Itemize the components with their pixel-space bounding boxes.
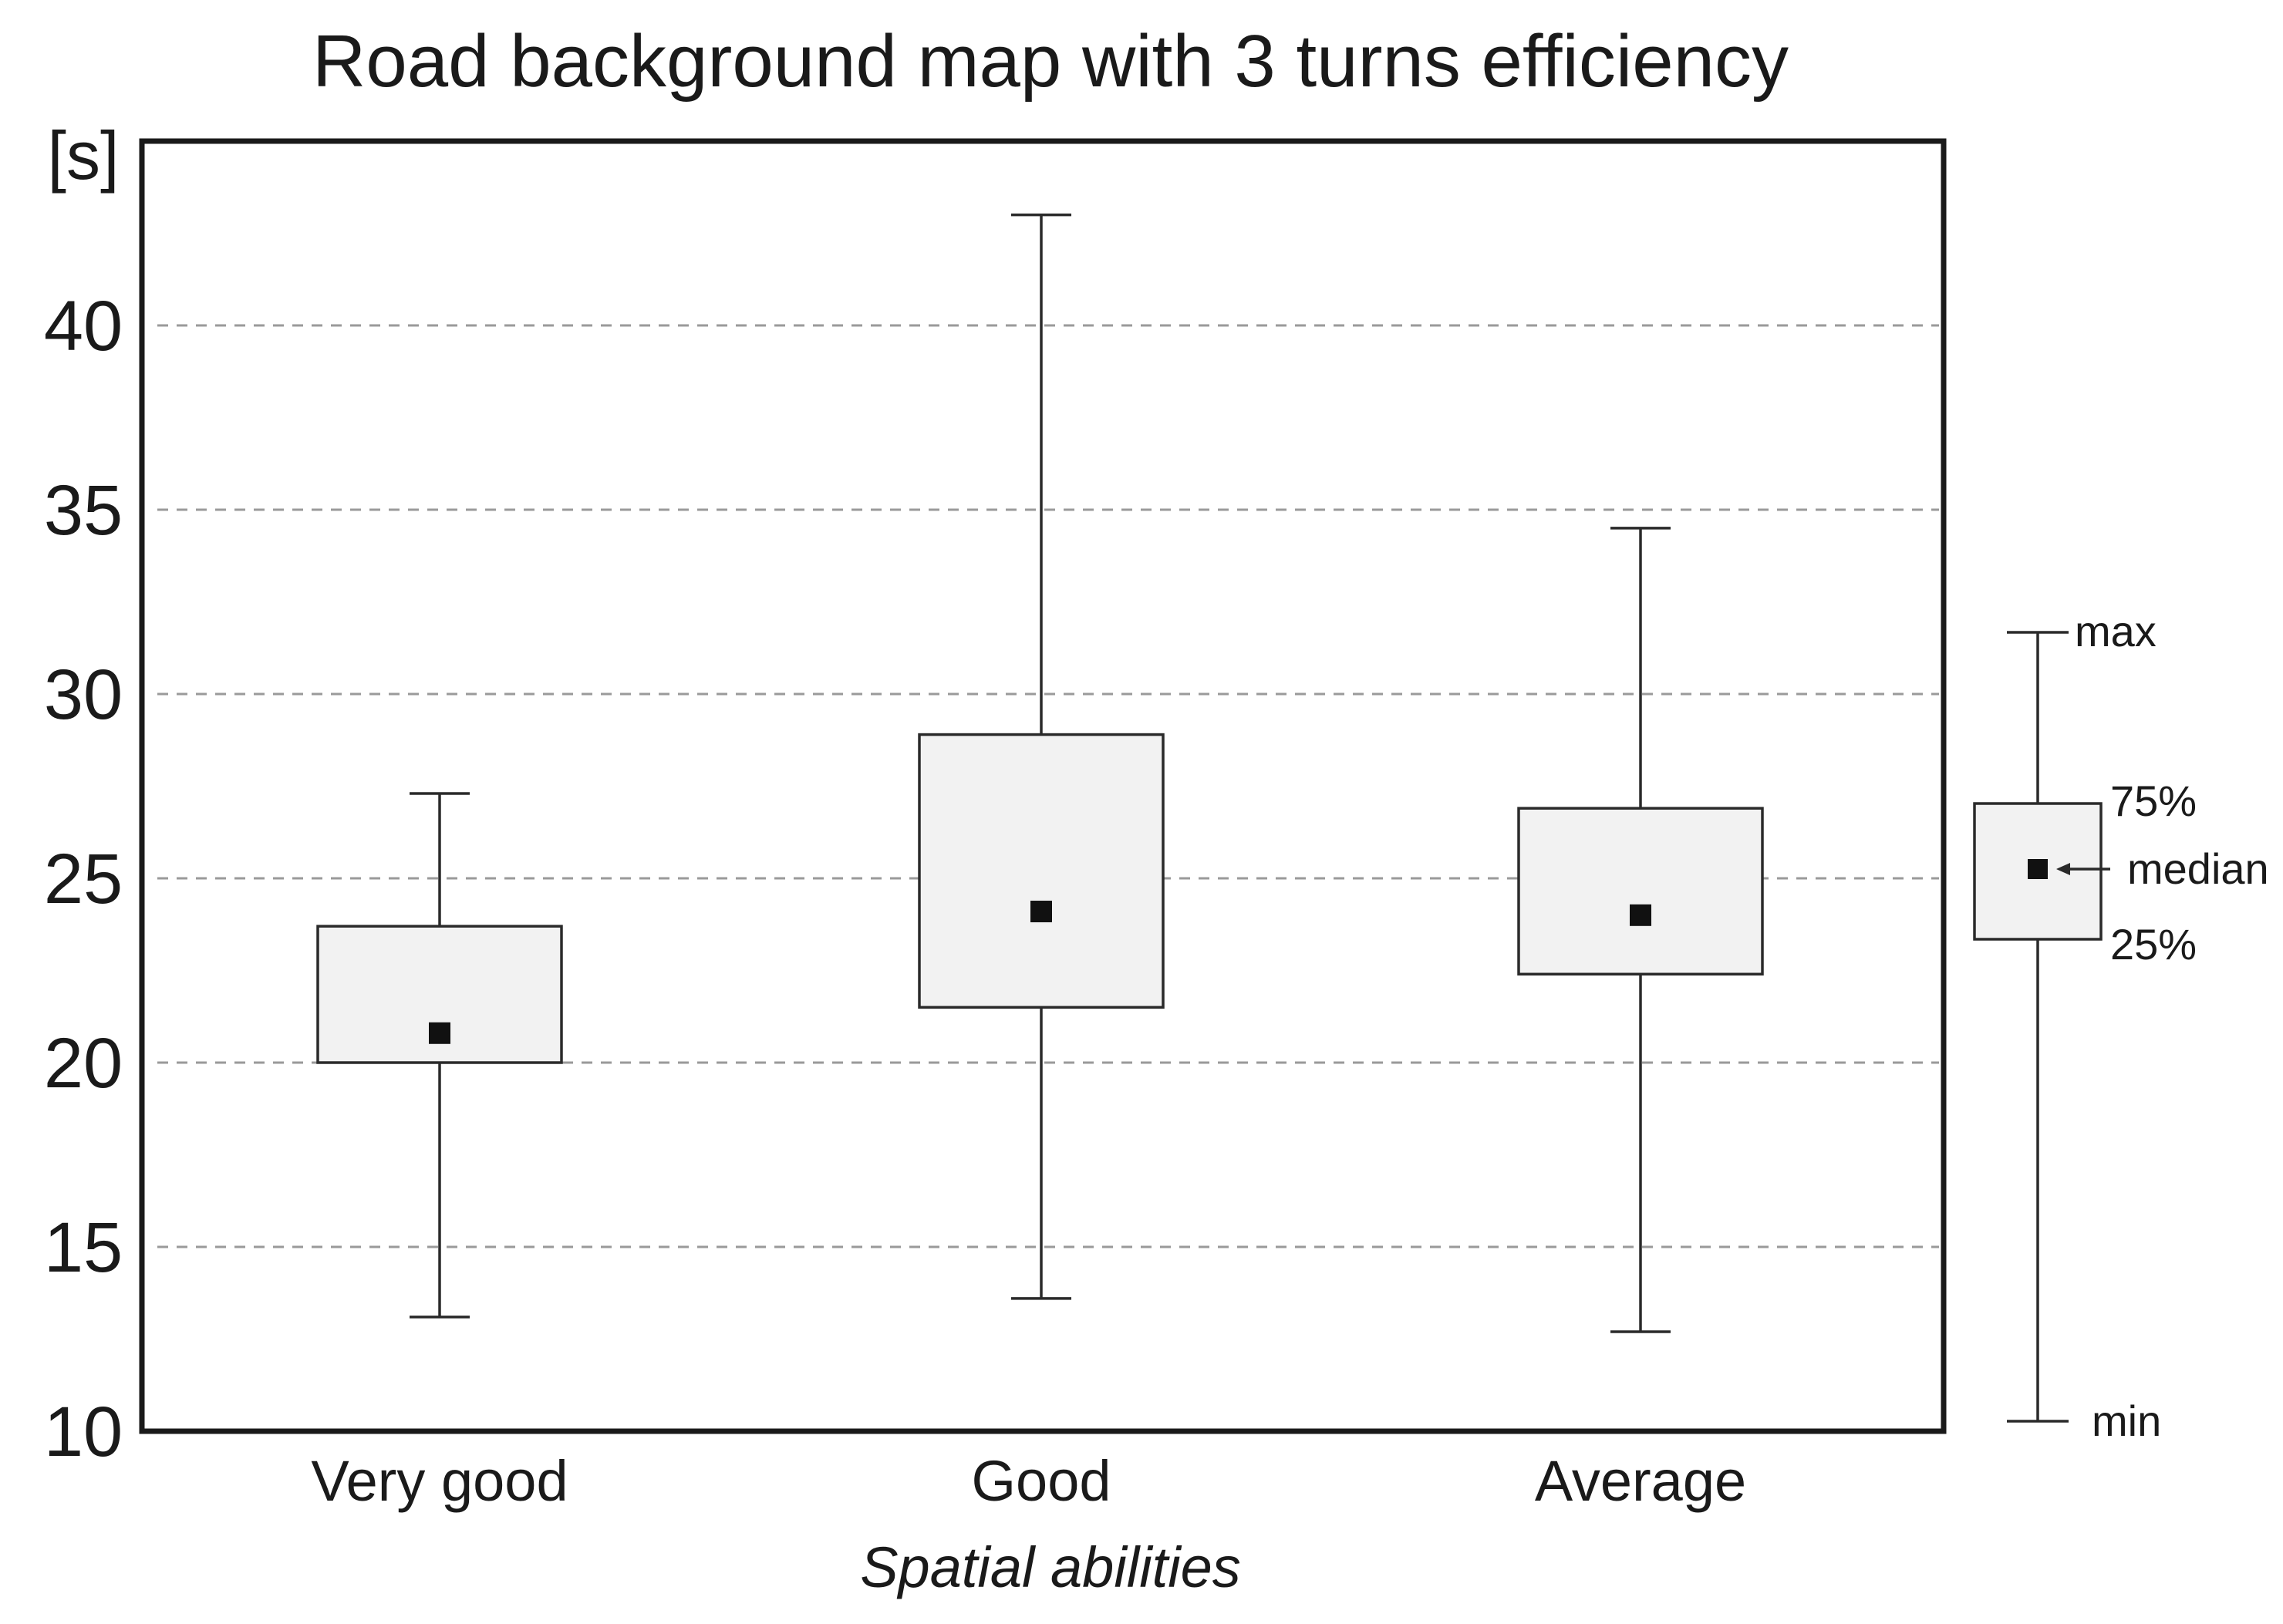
- y-tick-label: 30: [44, 655, 123, 734]
- x-category-labels: Very good Good Average: [311, 1449, 1746, 1513]
- legend-q3-label: 75%: [2110, 777, 2197, 825]
- x-category-label: Average: [1535, 1449, 1746, 1513]
- y-tick-labels: 10 15 20 25 30 35 40: [44, 287, 123, 1471]
- box-group: [316, 792, 563, 1319]
- y-tick-label: 15: [44, 1208, 123, 1287]
- y-tick-label: 40: [44, 287, 123, 366]
- legend-key: max 75% median 25% min: [1973, 607, 2269, 1445]
- x-category-label: Very good: [311, 1449, 568, 1513]
- x-axis-label: Spatial abilities: [860, 1535, 1241, 1599]
- box-group: [918, 213, 1165, 1300]
- legend-median-label: median: [2127, 844, 2269, 893]
- iqr-box: [918, 733, 1165, 1009]
- box-series: [316, 213, 1764, 1333]
- iqr-box: [1517, 807, 1764, 976]
- legend-min-label: min: [2092, 1397, 2161, 1445]
- legend-median-arrowhead: [2056, 863, 2070, 875]
- y-tick-label: 20: [44, 1024, 123, 1103]
- legend-median-marker: [2028, 859, 2048, 879]
- median-marker: [1630, 904, 1651, 926]
- median-marker: [429, 1022, 450, 1044]
- box-group: [1517, 527, 1764, 1333]
- legend-q1-label: 25%: [2110, 920, 2197, 969]
- x-category-label: Good: [971, 1449, 1111, 1513]
- plot-frame: [139, 138, 1947, 1434]
- median-marker: [1030, 901, 1052, 923]
- y-tick-label: 35: [44, 471, 123, 550]
- legend-max-label: max: [2075, 607, 2157, 655]
- y-tick-label: 10: [44, 1393, 123, 1471]
- y-tick-label: 25: [44, 840, 123, 918]
- chart-title: Road background map with 3 turns efficie…: [312, 20, 1789, 103]
- y-axis-unit: [s]: [48, 117, 120, 194]
